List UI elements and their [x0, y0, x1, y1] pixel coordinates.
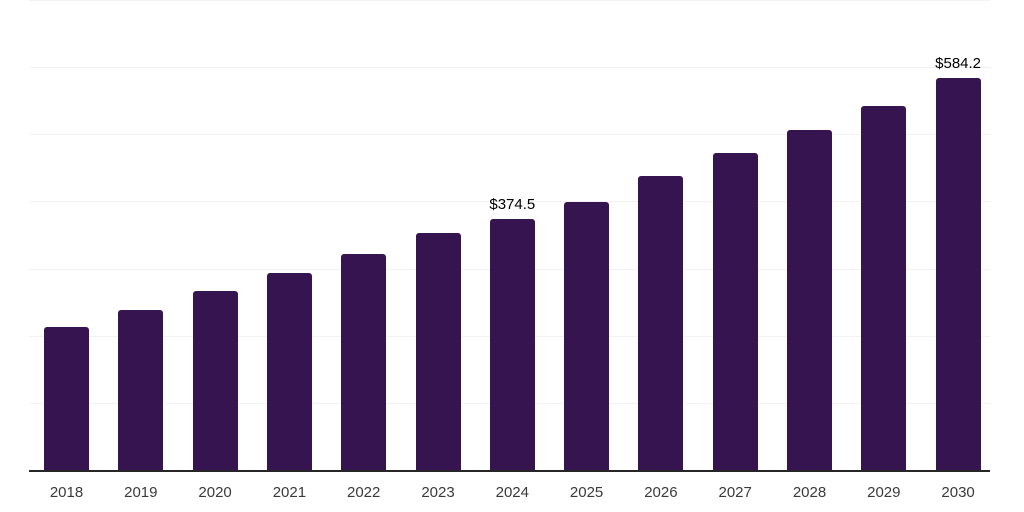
- gridline-500: [29, 134, 990, 136]
- x-tick-2018: 2018: [49, 484, 84, 501]
- bar-2023: [415, 233, 461, 471]
- bar-2030: [935, 77, 981, 471]
- bar-2027: [712, 153, 758, 471]
- x-tick-2028: 2028: [792, 484, 827, 501]
- bar-2018: [44, 327, 89, 471]
- bar-2029: [861, 105, 907, 471]
- x-tick-2021: 2021: [272, 484, 307, 501]
- bar-2024: [489, 219, 535, 471]
- x-tick-2029: 2029: [867, 484, 901, 501]
- bar-2026: [638, 175, 684, 471]
- bar-2028: [787, 129, 832, 471]
- x-tick-2025: 2025: [569, 484, 604, 501]
- gridline-600: [29, 66, 990, 68]
- value-label-2030: $584.2: [935, 54, 982, 72]
- gridline-400: [29, 201, 990, 203]
- bar-2025: [564, 201, 610, 471]
- x-tick-2020: 2020: [198, 484, 232, 501]
- x-tick-2023: 2023: [421, 484, 455, 501]
- bar-2022: [341, 254, 387, 471]
- value-label-2024: $374.5: [489, 196, 536, 214]
- gridline-700: [29, 0, 990, 1]
- x-tick-2024: 2024: [495, 484, 529, 501]
- plot-area: $374.5 $584.2: [29, 0, 990, 472]
- x-axis: 2018 2019 2020 2021 2022 2023 2024 2025 2026 2027…: [29, 484, 990, 504]
- x-axis-line: [29, 470, 990, 472]
- bar-2020: [192, 291, 238, 471]
- x-tick-2026: 2026: [644, 484, 678, 501]
- x-tick-2030: 2030: [941, 484, 975, 501]
- x-tick-2027: 2027: [718, 484, 752, 501]
- x-tick-2019: 2019: [124, 484, 158, 501]
- x-tick-2022: 2022: [347, 484, 381, 501]
- bar-2019: [118, 310, 164, 471]
- bar-2021: [266, 273, 312, 471]
